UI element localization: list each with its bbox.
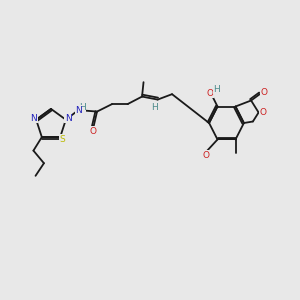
Text: O: O xyxy=(202,151,209,160)
Text: O: O xyxy=(260,108,267,117)
Text: H: H xyxy=(214,85,220,94)
Text: N: N xyxy=(75,106,82,115)
Text: N: N xyxy=(65,114,72,123)
Text: H: H xyxy=(79,103,86,112)
Text: O: O xyxy=(261,88,268,97)
Text: O: O xyxy=(90,127,97,136)
Text: O: O xyxy=(206,88,214,98)
Text: H: H xyxy=(151,103,158,112)
Text: N: N xyxy=(30,114,37,123)
Text: S: S xyxy=(59,135,65,144)
